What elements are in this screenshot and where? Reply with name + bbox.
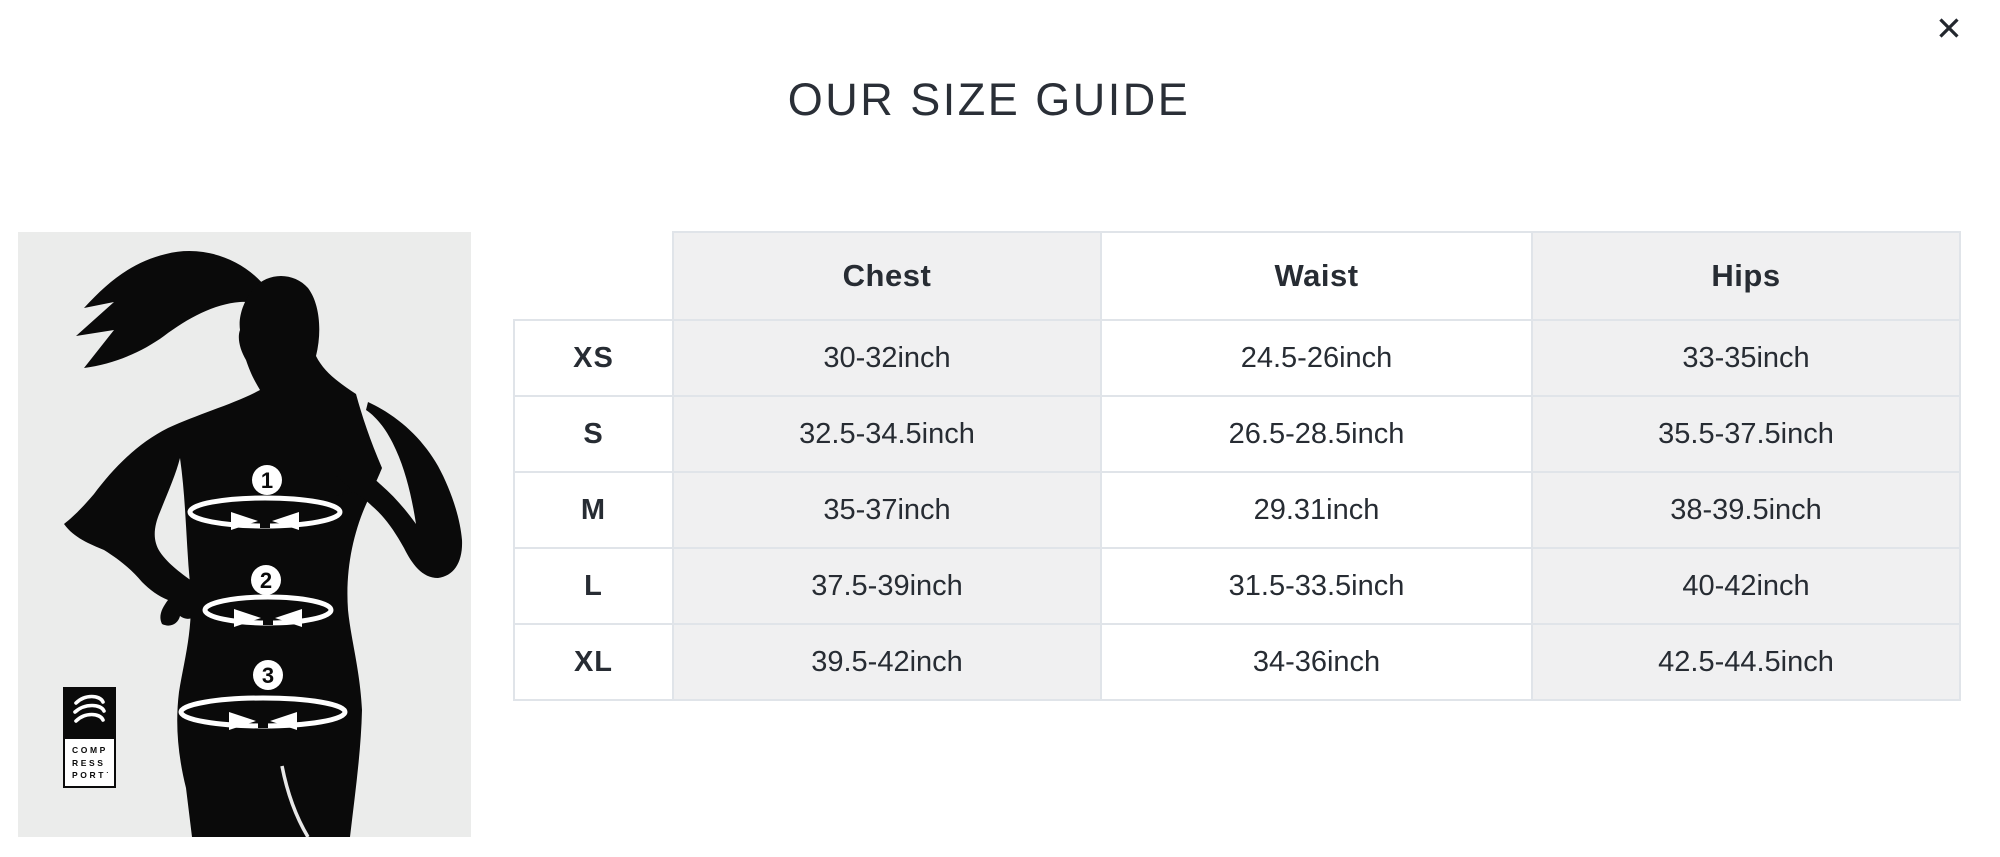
cell-l-waist: 31.5-33.5inch xyxy=(1100,547,1533,625)
measurement-marker-1: 1 xyxy=(252,465,282,495)
cell-xs-hips: 33-35inch xyxy=(1531,319,1961,397)
size-label-s: S xyxy=(513,395,674,473)
cell-m-waist: 29.31inch xyxy=(1100,471,1533,549)
svg-text:1: 1 xyxy=(261,468,273,493)
cell-s-chest: 32.5-34.5inch xyxy=(672,395,1102,473)
size-table-container: Chest Waist Hips XS 30-32inch 24.5-26inc… xyxy=(513,231,1961,701)
table-row-m: M 35-37inch 29.31inch 38-39.5inch xyxy=(513,471,1961,549)
size-table-header-hips: Hips xyxy=(1531,231,1961,321)
size-label-xl: XL xyxy=(513,623,674,701)
table-row-xl: XL 39.5-42inch 34-36inch 42.5-44.5inch xyxy=(513,623,1961,701)
svg-text:2: 2 xyxy=(260,568,272,593)
runner-silhouette: 1 2 3 xyxy=(64,251,463,837)
cell-xl-hips: 42.5-44.5inch xyxy=(1531,623,1961,701)
cell-m-chest: 35-37inch xyxy=(672,471,1102,549)
cell-s-waist: 26.5-28.5inch xyxy=(1100,395,1533,473)
measurement-marker-3: 3 xyxy=(253,660,283,690)
logo-line: PORT˙ xyxy=(72,770,112,780)
cell-xs-waist: 24.5-26inch xyxy=(1100,319,1533,397)
cell-l-chest: 37.5-39inch xyxy=(672,547,1102,625)
compressport-logo: COMP RESS PORT˙ xyxy=(63,687,116,788)
size-table: Chest Waist Hips XS 30-32inch 24.5-26inc… xyxy=(513,231,1961,701)
chest-measure-ellipse xyxy=(187,495,343,530)
table-row-xs: XS 30-32inch 24.5-26inch 33-35inch xyxy=(513,319,1961,397)
cell-xl-chest: 39.5-42inch xyxy=(672,623,1102,701)
cell-l-hips: 40-42inch xyxy=(1531,547,1961,625)
waist-measure-ellipse xyxy=(202,594,334,627)
compressport-wordmark: COMP RESS PORT˙ xyxy=(63,737,116,788)
page-title: OUR SIZE GUIDE xyxy=(787,74,1191,125)
right-arm-shape xyxy=(336,402,463,578)
size-label-l: L xyxy=(513,547,674,625)
close-icon: ✕ xyxy=(1935,10,1963,47)
cell-xs-chest: 30-32inch xyxy=(672,319,1102,397)
table-row-s: S 32.5-34.5inch 26.5-28.5inch 35.5-37.5i… xyxy=(513,395,1961,473)
size-table-corner-cell xyxy=(514,232,673,320)
ponytail-shape xyxy=(76,251,270,368)
cell-xl-waist: 34-36inch xyxy=(1100,623,1533,701)
logo-line: COMP xyxy=(72,745,108,755)
leg-gap-line xyxy=(280,765,310,837)
hips-measure-ellipse xyxy=(178,695,348,730)
size-table-header-waist: Waist xyxy=(1100,231,1533,321)
logo-line: RESS xyxy=(72,757,106,768)
size-label-xs: XS xyxy=(513,319,674,397)
svg-text:3: 3 xyxy=(262,663,274,688)
measurement-illustration: 1 2 3 COMP RESS POR xyxy=(18,232,471,837)
body-shape xyxy=(64,276,382,837)
size-table-header-chest: Chest xyxy=(672,231,1102,321)
compressport-swirl-icon xyxy=(63,687,116,737)
table-row-l: L 37.5-39inch 31.5-33.5inch 40-42inch xyxy=(513,547,1961,625)
cell-s-hips: 35.5-37.5inch xyxy=(1531,395,1961,473)
measurement-marker-2: 2 xyxy=(251,565,281,595)
close-button[interactable]: ✕ xyxy=(1926,6,1972,52)
cell-m-hips: 38-39.5inch xyxy=(1531,471,1961,549)
size-label-m: M xyxy=(513,471,674,549)
size-table-header-row: Chest Waist Hips xyxy=(514,231,1961,321)
